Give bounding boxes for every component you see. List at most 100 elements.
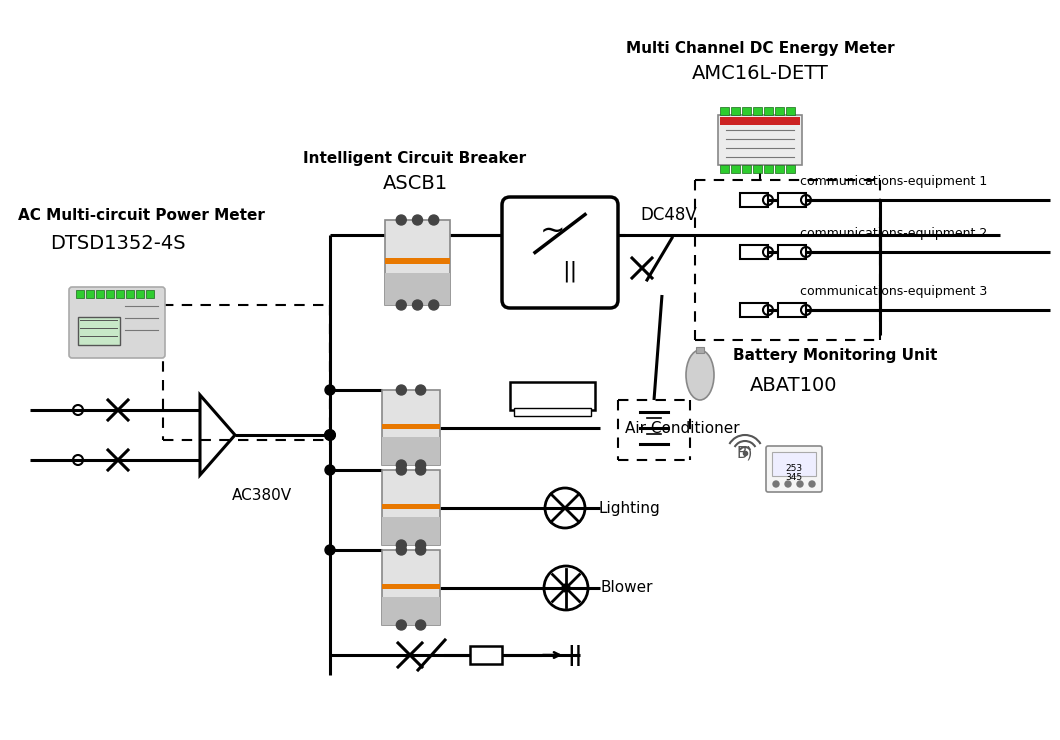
Bar bbox=[382, 390, 440, 465]
Bar bbox=[753, 107, 762, 115]
Circle shape bbox=[428, 300, 439, 310]
Circle shape bbox=[428, 215, 439, 225]
Circle shape bbox=[773, 481, 779, 487]
Bar bbox=[382, 470, 440, 545]
Text: Blower: Blower bbox=[600, 580, 653, 596]
Text: Multi Channel DC Energy Meter: Multi Channel DC Energy Meter bbox=[625, 41, 895, 56]
Bar bbox=[385, 220, 450, 305]
Bar bbox=[382, 424, 440, 429]
Text: DC48V: DC48V bbox=[640, 206, 696, 224]
Text: B): B) bbox=[737, 445, 754, 460]
Bar bbox=[718, 115, 802, 165]
Text: communications-equipment 3: communications-equipment 3 bbox=[800, 285, 987, 298]
Bar bbox=[764, 165, 773, 173]
Text: Battery Monitoring Unit: Battery Monitoring Unit bbox=[734, 348, 937, 363]
Text: AC380V: AC380V bbox=[232, 488, 293, 502]
Bar bbox=[382, 596, 440, 625]
Bar bbox=[740, 245, 768, 259]
Circle shape bbox=[785, 481, 791, 487]
Text: AMC16L-DETT: AMC16L-DETT bbox=[691, 64, 829, 82]
Circle shape bbox=[325, 545, 335, 555]
Bar bbox=[740, 193, 768, 207]
Bar bbox=[514, 408, 591, 416]
Circle shape bbox=[412, 300, 423, 310]
Bar bbox=[731, 165, 740, 173]
Bar bbox=[382, 504, 440, 509]
Bar bbox=[720, 107, 729, 115]
Circle shape bbox=[412, 215, 423, 225]
Text: ABAT100: ABAT100 bbox=[750, 375, 837, 394]
Circle shape bbox=[396, 620, 406, 630]
Bar bbox=[742, 165, 750, 173]
Bar bbox=[775, 107, 784, 115]
Circle shape bbox=[416, 385, 426, 395]
Circle shape bbox=[325, 430, 335, 440]
Circle shape bbox=[396, 460, 406, 470]
Ellipse shape bbox=[686, 350, 714, 400]
Bar bbox=[146, 290, 154, 298]
Bar bbox=[720, 165, 729, 173]
Bar bbox=[106, 290, 114, 298]
Bar bbox=[96, 290, 104, 298]
Bar bbox=[753, 165, 762, 173]
Bar bbox=[775, 165, 784, 173]
Bar bbox=[86, 290, 94, 298]
Circle shape bbox=[416, 620, 426, 630]
Circle shape bbox=[396, 385, 406, 395]
Bar bbox=[382, 437, 440, 465]
Bar bbox=[720, 117, 800, 125]
Bar bbox=[78, 317, 120, 345]
Bar bbox=[778, 193, 806, 207]
Bar bbox=[778, 245, 806, 259]
Circle shape bbox=[797, 481, 803, 487]
Text: ||: || bbox=[567, 645, 582, 665]
Text: ~: ~ bbox=[540, 217, 565, 246]
Circle shape bbox=[396, 545, 406, 555]
Text: 345: 345 bbox=[785, 473, 802, 482]
Circle shape bbox=[809, 481, 815, 487]
Text: communications-equipment 1: communications-equipment 1 bbox=[800, 175, 987, 188]
Bar bbox=[772, 452, 816, 476]
Bar bbox=[764, 107, 773, 115]
Circle shape bbox=[562, 584, 570, 592]
Bar bbox=[116, 290, 124, 298]
Bar bbox=[740, 303, 768, 317]
Bar bbox=[385, 258, 450, 264]
Bar bbox=[382, 517, 440, 545]
Bar bbox=[742, 107, 750, 115]
Bar bbox=[787, 165, 795, 173]
Circle shape bbox=[416, 460, 426, 470]
Circle shape bbox=[416, 540, 426, 550]
Circle shape bbox=[416, 545, 426, 555]
Bar bbox=[136, 290, 144, 298]
Bar bbox=[696, 347, 704, 353]
Bar bbox=[126, 290, 134, 298]
FancyBboxPatch shape bbox=[766, 446, 822, 492]
Bar bbox=[787, 107, 795, 115]
Bar bbox=[385, 273, 450, 305]
Circle shape bbox=[325, 385, 335, 395]
Text: Intelligent Circuit Breaker: Intelligent Circuit Breaker bbox=[303, 150, 527, 166]
Text: DTSD1352-4S: DTSD1352-4S bbox=[50, 234, 186, 252]
Bar bbox=[76, 290, 84, 298]
Bar bbox=[510, 382, 595, 410]
FancyBboxPatch shape bbox=[502, 197, 618, 308]
FancyBboxPatch shape bbox=[69, 287, 165, 358]
Text: 253: 253 bbox=[785, 464, 802, 473]
Bar bbox=[470, 646, 502, 664]
Text: Air Conditioner: Air Conditioner bbox=[625, 420, 740, 436]
Text: AC Multi-circuit Power Meter: AC Multi-circuit Power Meter bbox=[18, 207, 265, 223]
Circle shape bbox=[396, 215, 406, 225]
Circle shape bbox=[396, 300, 406, 310]
Text: communications-equipment 2: communications-equipment 2 bbox=[800, 227, 987, 240]
Circle shape bbox=[416, 465, 426, 475]
Text: Lighting: Lighting bbox=[598, 500, 659, 516]
Bar bbox=[778, 303, 806, 317]
Bar bbox=[731, 107, 740, 115]
Bar bbox=[382, 550, 440, 625]
Text: ASCB1: ASCB1 bbox=[383, 173, 447, 192]
Circle shape bbox=[396, 465, 406, 475]
Bar bbox=[382, 584, 440, 589]
Text: ||: || bbox=[563, 260, 578, 282]
Circle shape bbox=[396, 540, 406, 550]
